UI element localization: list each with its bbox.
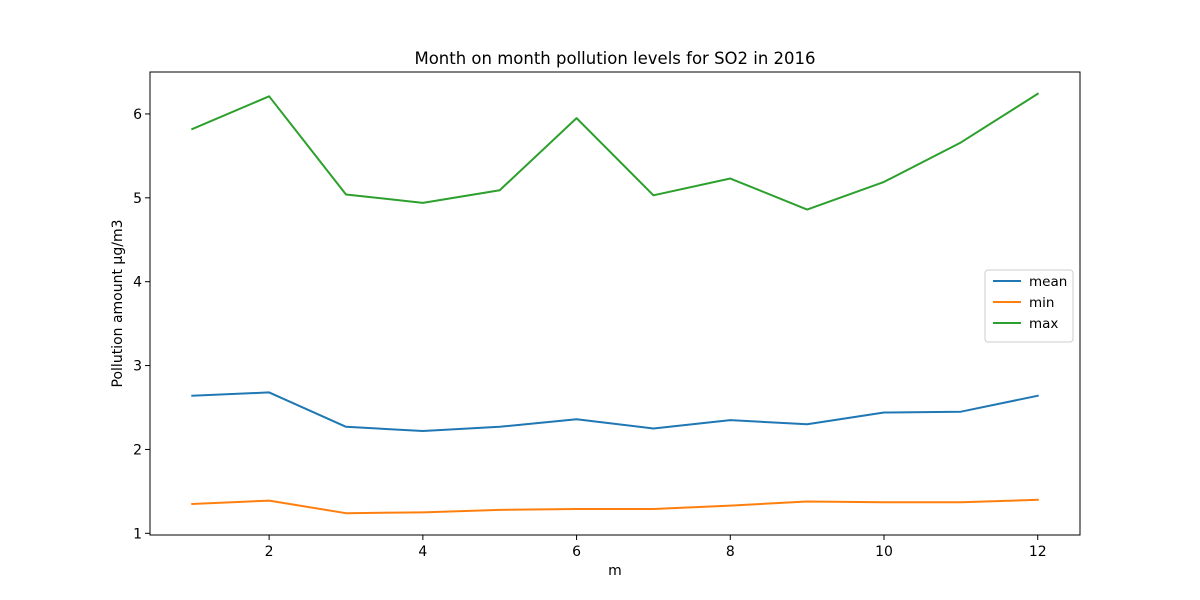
x-axis: 2 4 6 8 10 12 [265, 535, 1047, 560]
x-tick-label: 6 [572, 544, 581, 560]
legend-label-min: min [1029, 295, 1054, 311]
legend: mean min max [984, 269, 1074, 343]
plot-area-frame [149, 71, 1081, 536]
series-line-max [190, 92, 1040, 211]
x-tick-label: 2 [265, 544, 274, 560]
y-axis: 1 2 3 4 5 6 [133, 107, 150, 542]
y-axis-title: Pollution amount µg/m3 [110, 220, 126, 388]
x-tick-label: 10 [875, 544, 893, 560]
x-axis-title: m [608, 563, 622, 579]
chart-title: Month on month pollution levels for SO2 … [414, 49, 815, 68]
x-tick-label: 12 [1029, 544, 1047, 560]
y-tick-label: 2 [133, 442, 142, 458]
y-tick-label: 4 [133, 275, 142, 291]
legend-label-max: max [1029, 316, 1058, 332]
y-tick-label: 6 [133, 107, 142, 123]
legend-label-mean: mean [1029, 274, 1067, 290]
series-line-min [191, 498, 1039, 515]
x-tick-label: 4 [418, 544, 427, 560]
y-tick-label: 5 [133, 191, 142, 207]
y-tick-label: 3 [133, 359, 142, 375]
y-tick-label: 1 [133, 526, 142, 542]
x-tick-label: 8 [726, 544, 735, 560]
series-layer [190, 92, 1040, 515]
series-line-mean [191, 391, 1039, 432]
